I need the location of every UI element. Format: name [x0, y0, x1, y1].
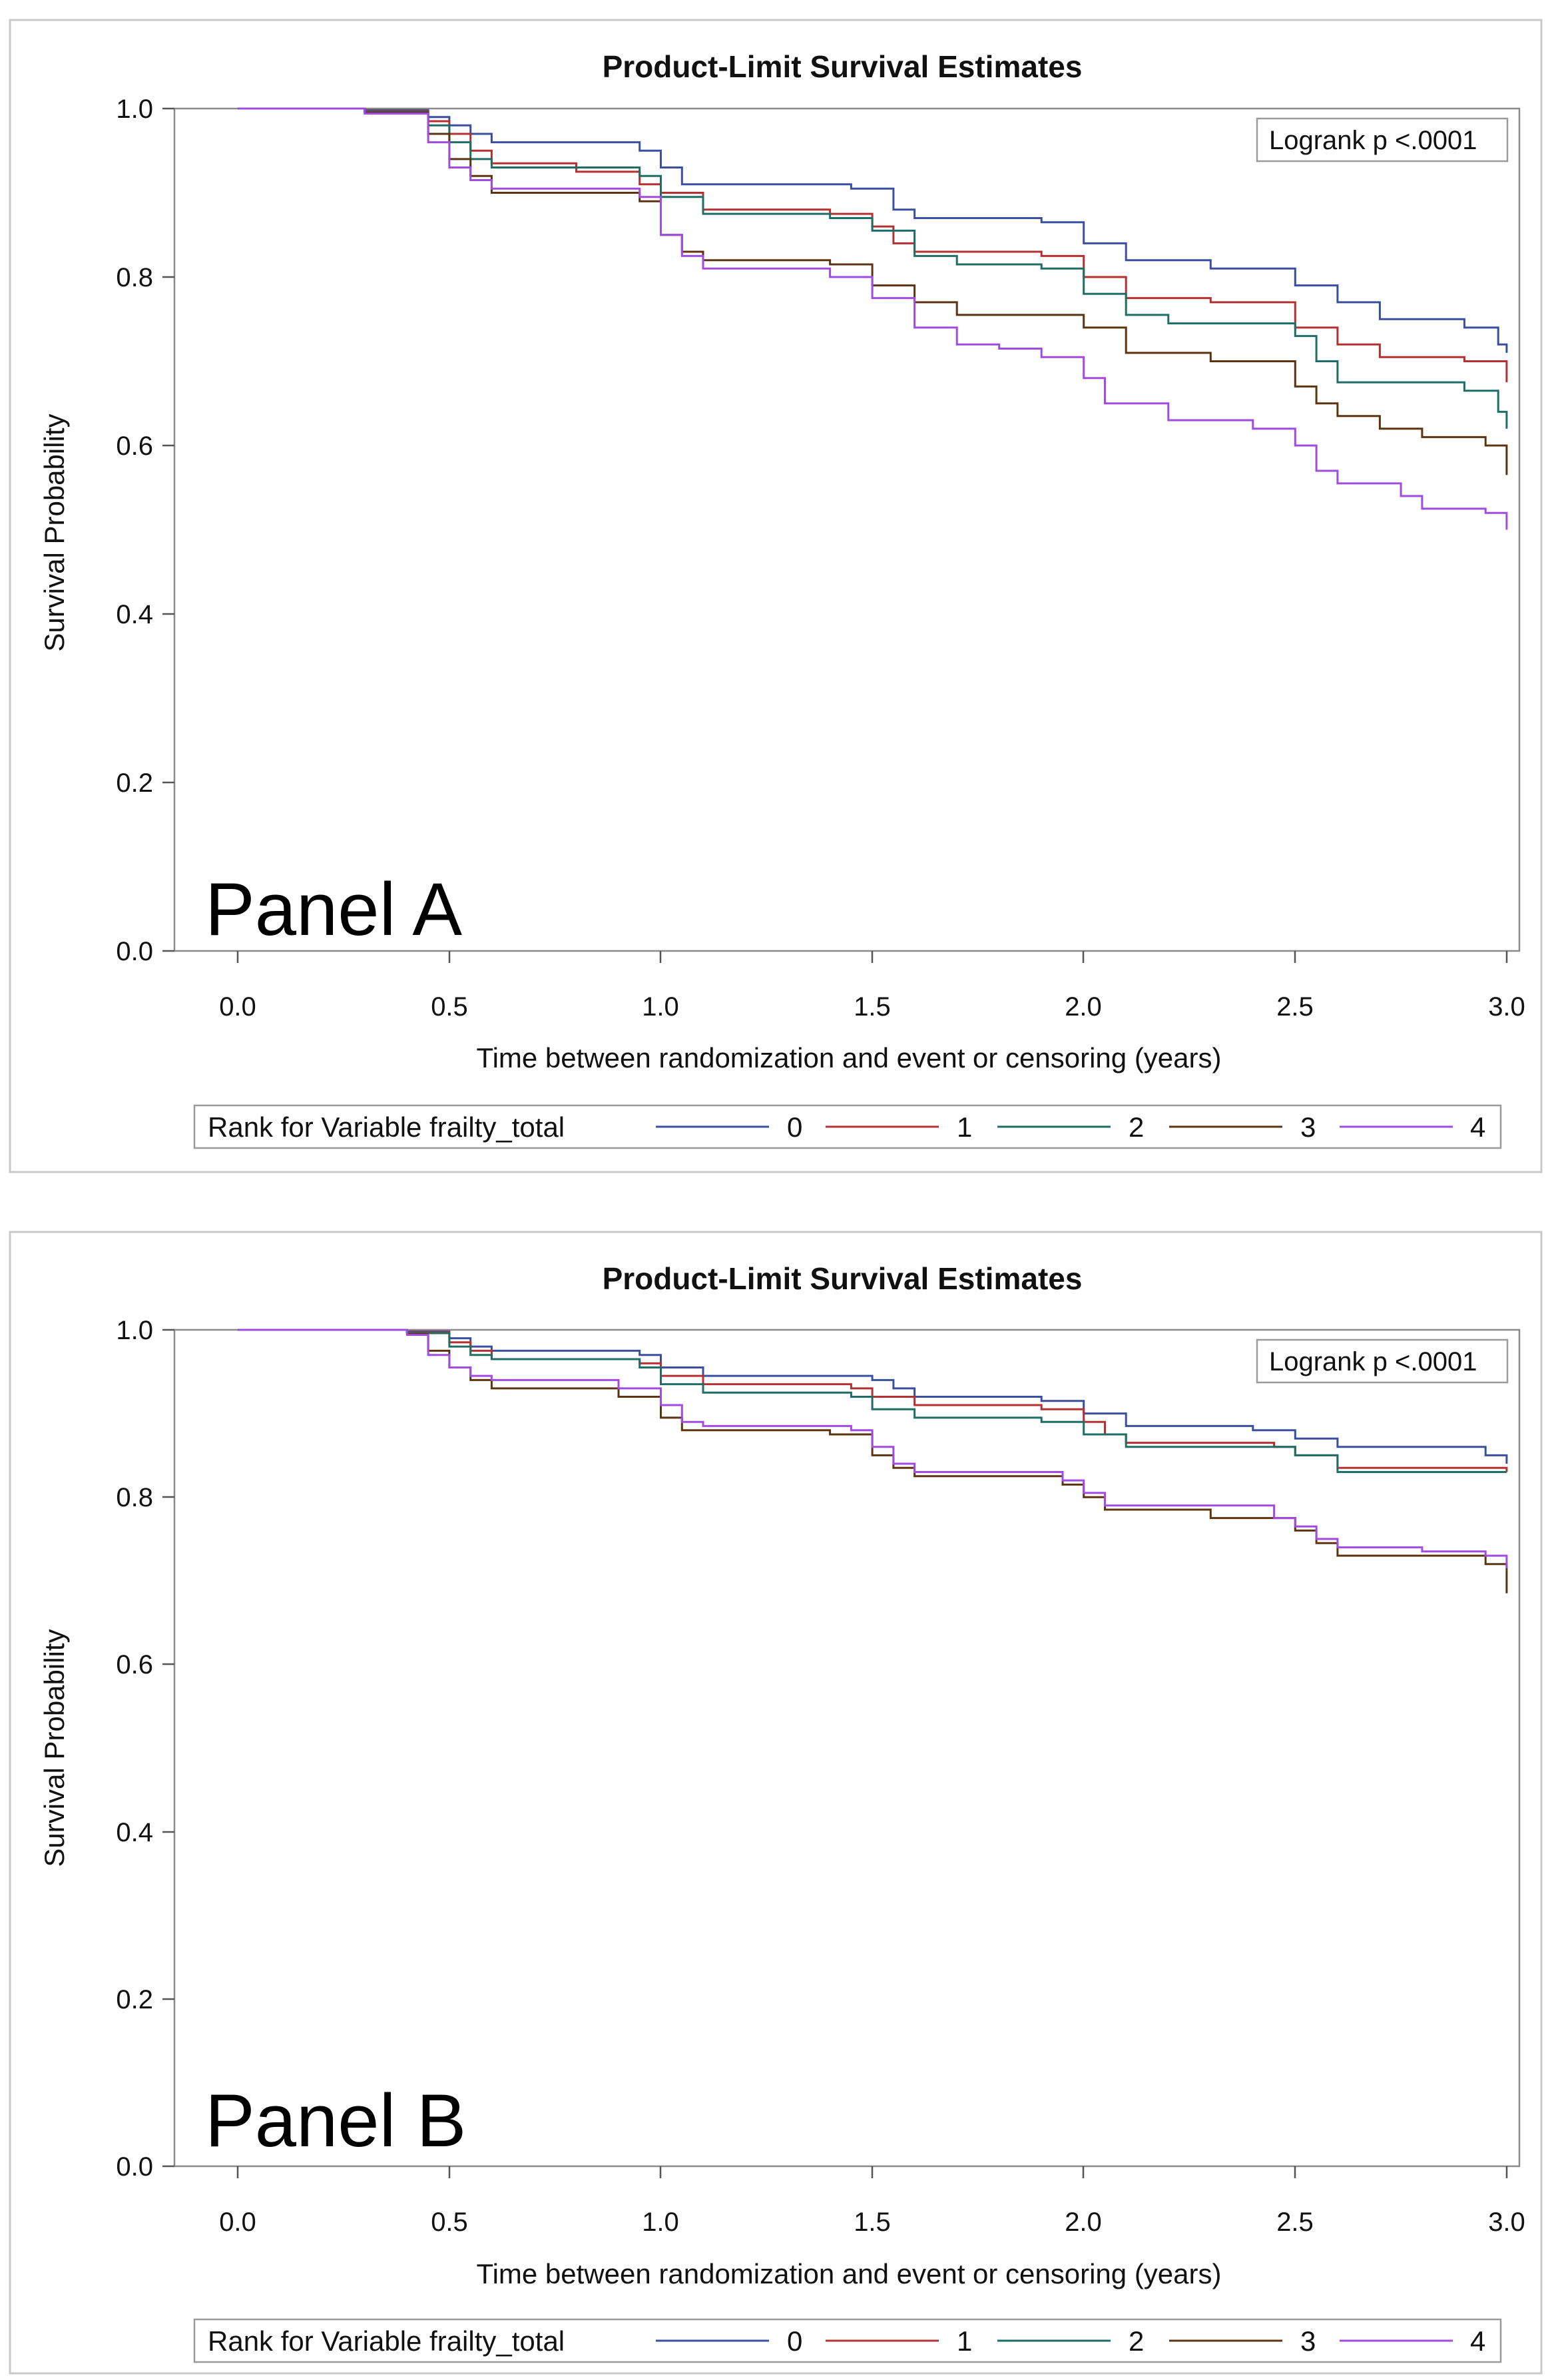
panel-a-y-tick-label: 1.0 [116, 95, 153, 124]
panel-b-y-tick-label: 0.4 [116, 1818, 153, 1847]
panel-b-x-axis: 0.0 0.5 1.0 1.5 2.0 2.5 3.0 Time between… [219, 2166, 1525, 2289]
panel-a-x-tick-label: 2.5 [1276, 992, 1314, 1022]
panel-b-x-tick-label: 2.5 [1276, 2208, 1314, 2237]
panel-b-y-tick-label: 1.0 [116, 1316, 153, 1345]
panel-b-label: Panel B [205, 2079, 466, 2162]
panel-a-y-tick-label: 0.2 [116, 768, 153, 798]
panel-b-plot-area [173, 1329, 1521, 2168]
panel-a-curve-rank-2 [238, 107, 1508, 429]
panel-b-x-tick-label: 3.0 [1488, 2208, 1525, 2237]
panel-a-frame [9, 19, 1543, 1173]
panel-b-x-tick-label: 2.0 [1065, 2208, 1102, 2237]
panel-a-curve-rank-0 [238, 107, 1508, 353]
panel-a-x-tick-label: 1.5 [854, 992, 891, 1022]
panel-b-logrank-box [1256, 1339, 1509, 1384]
panel-b-legend-label-2: 2 [1129, 2325, 1144, 2357]
panel-a-x-tick-label: 0.0 [219, 992, 256, 1022]
panel-a-legend-label-0: 0 [787, 1111, 802, 1143]
panel-a-x-axis: 0.0 0.5 1.0 1.5 2.0 2.5 3.0 Time between… [219, 951, 1525, 1073]
panel-b-legend-label-0: 0 [787, 2325, 802, 2357]
panel-b-y-tick-label: 0.0 [116, 2152, 153, 2182]
panel-a-y-tick-label: 0.8 [116, 263, 153, 292]
panel-b-x-tick-label: 1.0 [642, 2208, 679, 2237]
panel-b-y-tick-label: 0.8 [116, 1483, 153, 1512]
panel-a-x-tick-label: 3.0 [1488, 992, 1525, 1022]
panel-a-x-tick-label: 1.0 [642, 992, 679, 1022]
panel-b-x-tick-label: 0.0 [219, 2208, 256, 2237]
panel-a-label: Panel A [205, 868, 462, 951]
panel-b-frame [9, 1231, 1543, 2375]
panel-a-curves [238, 107, 1508, 530]
panel-a-x-axis-label: Time between randomization and event or … [476, 1042, 1221, 1073]
panel-a-curve-rank-4 [238, 107, 1508, 530]
panel-a-logrank-box [1256, 117, 1509, 162]
panel-a-y-tick-label: 0.4 [116, 600, 153, 629]
panel-b-curve-rank-4 [238, 1329, 1508, 1568]
panel-b-x-tick-label: 0.5 [431, 2208, 468, 2237]
panel-b-legend-label-3: 3 [1300, 2325, 1316, 2357]
panel-a-legend-label-4: 4 [1470, 1111, 1485, 1143]
panel-b-y-tick-label: 0.6 [116, 1650, 153, 1679]
panel-a: Product-Limit Survival Estimates 0.0 0.2… [9, 19, 1543, 1173]
panel-a-logrank-text: Logrank p <.0001 [1269, 126, 1477, 155]
panel-a-y-axis: 0.0 0.2 0.4 0.6 0.8 1.0 Survival Probabi… [39, 95, 174, 966]
panel-b-y-axis-label: Survival Probability [39, 1629, 70, 1867]
panel-a-x-tick-label: 2.0 [1065, 992, 1102, 1022]
panel-a-legend: Rank for Variable frailty_total 0 1 2 3 … [193, 1104, 1502, 1149]
panel-a-y-tick-label: 0.6 [116, 432, 153, 461]
panel-b-y-tick-label: 0.2 [116, 1985, 153, 2014]
panel-a-legend-label-2: 2 [1129, 1111, 1144, 1143]
panel-a-plot-area [173, 107, 1521, 952]
panel-a-legend-label-1: 1 [957, 1111, 972, 1143]
panel-b-legend-label-1: 1 [957, 2325, 972, 2357]
panel-b-legend: Rank for Variable frailty_total 0 1 2 3 … [193, 2318, 1502, 2363]
panel-a-legend-label-3: 3 [1300, 1111, 1316, 1143]
panel-b-curve-rank-2 [238, 1329, 1507, 1473]
panel-a-x-tick-label: 0.5 [431, 992, 468, 1022]
panel-a-y-tick-label: 0.0 [116, 937, 153, 966]
panel-b-curves [238, 1329, 1508, 1594]
panel-a-legend-title: Rank for Variable frailty_total [208, 1111, 565, 1143]
panel-a-y-axis-label: Survival Probability [39, 414, 70, 651]
panel-b-x-axis-label: Time between randomization and event or … [476, 2258, 1221, 2289]
panel-b-legend-title: Rank for Variable frailty_total [208, 2325, 565, 2357]
panel-b-legend-label-4: 4 [1470, 2325, 1485, 2357]
panel-b-y-axis: 0.0 0.2 0.4 0.6 0.8 1.0 Survival Probabi… [39, 1316, 174, 2182]
panel-b-logrank-text: Logrank p <.0001 [1269, 1347, 1477, 1376]
panel-a-title: Product-Limit Survival Estimates [603, 49, 1083, 84]
panel-b-title: Product-Limit Survival Estimates [603, 1261, 1083, 1296]
panel-b-x-tick-label: 1.5 [854, 2208, 891, 2237]
panel-b: Product-Limit Survival Estimates 0.0 0.2… [9, 1231, 1543, 2375]
